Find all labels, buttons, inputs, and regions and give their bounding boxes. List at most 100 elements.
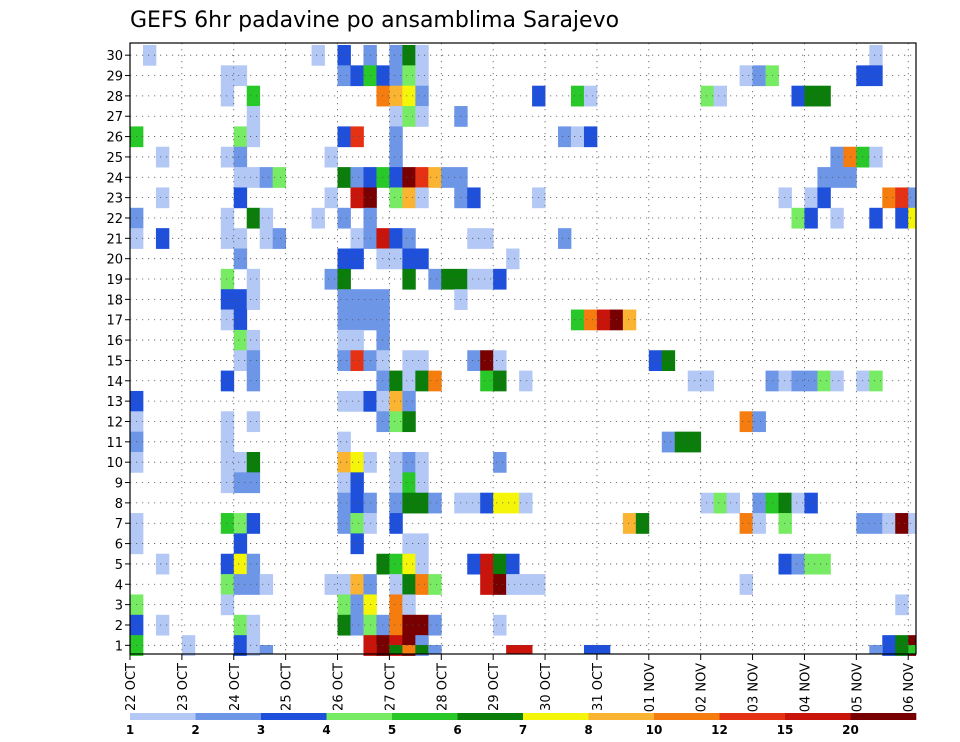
heatmap-cell <box>402 533 416 555</box>
heatmap-cell <box>402 594 416 616</box>
heatmap-cell <box>350 65 364 87</box>
heatmap-cell <box>350 390 364 412</box>
colorbar-label: 6 <box>453 723 461 737</box>
heatmap-cell <box>337 594 351 616</box>
heatmap-cell <box>415 350 429 371</box>
heatmap-cell <box>467 350 481 371</box>
x-axis-ticks: 22 OCT 23 OCT 24 OCT 25 OCT 26 OCT 27 OCT 28 O… <box>124 654 917 712</box>
colorbar-label: 1 <box>126 723 134 737</box>
heatmap-cell <box>155 187 170 209</box>
heatmap-cell <box>908 645 916 654</box>
heatmap-cell <box>337 492 351 514</box>
colorbar-label: 3 <box>257 723 265 737</box>
heatmap-cell <box>402 574 416 595</box>
heatmap-cell <box>519 370 533 392</box>
heatmap-cell <box>220 431 235 453</box>
heatmap-cell <box>415 452 429 473</box>
heatmap-cell <box>480 350 494 371</box>
heatmap-cell <box>350 309 364 331</box>
heatmap-cell <box>246 635 261 656</box>
heatmap-cell <box>337 350 351 371</box>
heatmap-cell <box>233 309 248 331</box>
heatmap-cell <box>337 207 351 229</box>
colorbar-swatch <box>261 713 327 720</box>
heatmap-cell <box>155 146 170 168</box>
heatmap-cell <box>869 513 883 534</box>
heatmap-cell <box>272 167 287 188</box>
heatmap-cell <box>233 614 248 636</box>
heatmap-cell <box>583 126 598 148</box>
heatmap-cell <box>350 472 364 494</box>
heatmap-cell <box>415 645 429 654</box>
heatmap-cell <box>337 167 351 188</box>
heatmap-cell <box>402 645 416 654</box>
heatmap-cell <box>389 65 403 87</box>
heatmap-cell <box>311 207 325 229</box>
heatmap-cell <box>480 553 494 575</box>
x-tick-label: 04 NOV <box>798 663 813 712</box>
heatmap-cell <box>869 146 883 168</box>
x-tick-label: 03 NOV <box>747 663 762 712</box>
heatmap-cell <box>506 248 520 270</box>
heatmap-cell <box>506 574 520 595</box>
heatmap-cell <box>570 126 585 148</box>
heatmap-cell <box>506 492 520 514</box>
heatmap-cell <box>661 431 676 453</box>
heatmap-cell <box>350 167 364 188</box>
heatmap-cell <box>233 635 248 656</box>
heatmap-cell <box>817 553 831 575</box>
heatmap-cell <box>804 187 818 209</box>
heatmap-cell <box>389 126 403 148</box>
x-tick-label: 31 OCT <box>591 663 606 711</box>
heatmap-cell <box>467 492 481 514</box>
heatmap-cell <box>389 45 403 66</box>
heatmap-cell <box>415 167 429 188</box>
heatmap-cell <box>246 472 261 494</box>
heatmap-cell <box>233 126 248 148</box>
heatmap-cell <box>415 106 429 127</box>
heatmap-cell <box>259 167 274 188</box>
heatmap-cell <box>428 614 442 636</box>
heatmap-cell <box>350 126 364 148</box>
x-tick-label: 29 OCT <box>487 663 502 711</box>
heatmap-cell <box>402 248 416 270</box>
heatmap-cell <box>752 513 766 534</box>
heatmap-cell <box>713 492 728 514</box>
heatmap-cell <box>233 513 248 534</box>
heatmap-cell <box>246 574 261 595</box>
heatmap-cell <box>246 126 261 148</box>
heatmap-cell <box>389 85 403 107</box>
heatmap-cell <box>817 167 831 188</box>
heatmap-cell <box>622 309 637 331</box>
y-tick-label: 28 <box>106 90 123 105</box>
heatmap-cell <box>493 268 507 290</box>
heatmap-cell <box>869 65 883 87</box>
heatmap-cell <box>350 187 364 209</box>
x-tick-label: 25 OCT <box>280 663 295 711</box>
heatmap-cell <box>337 268 351 290</box>
heatmap-cell <box>233 472 248 494</box>
heatmap-cell <box>246 553 261 575</box>
heatmap-cell <box>804 492 818 514</box>
heatmap-cell <box>233 228 248 249</box>
y-tick-label: 22 <box>106 212 123 227</box>
heatmap-cell <box>337 452 351 473</box>
x-tick-label: 01 NOV <box>643 663 658 712</box>
heatmap-cell <box>350 452 364 473</box>
heatmap-cell <box>220 228 235 249</box>
y-tick-label: 16 <box>106 334 123 349</box>
heatmap-cell <box>558 228 572 249</box>
y-tick-label: 24 <box>106 171 123 186</box>
heatmap-cell <box>869 645 883 654</box>
heatmap-cell <box>220 452 235 473</box>
heatmap-cell <box>246 289 261 310</box>
heatmap-cell <box>259 645 274 654</box>
colorbar-label: 2 <box>191 723 199 737</box>
y-tick-label: 23 <box>106 192 123 207</box>
heatmap-cell <box>220 85 235 107</box>
heatmap-cell <box>493 370 507 392</box>
heatmap-cell <box>583 309 598 331</box>
heatmap-cell <box>908 513 916 534</box>
heatmap-cell <box>402 228 416 249</box>
heatmap-cell <box>674 431 689 453</box>
